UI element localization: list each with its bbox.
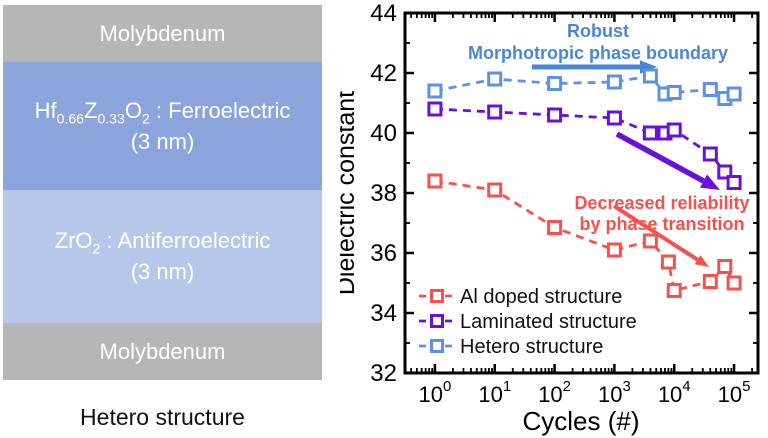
formula-text: Z bbox=[83, 97, 98, 123]
data-point-marker-1 bbox=[726, 175, 742, 190]
legend-marker-0 bbox=[430, 289, 444, 303]
reliability-arrow-shaft bbox=[612, 204, 699, 262]
annotation-robust-mpb-line1: Morphotropic phase boundary bbox=[468, 43, 728, 63]
formula-text: ZrO bbox=[54, 228, 93, 254]
data-point-marker-0 bbox=[702, 274, 718, 289]
x-tick-label: 102 bbox=[538, 378, 571, 407]
device-stack-diagram: Molybdenum Hf0.66Z0.33O2 : Ferroelectric… bbox=[3, 5, 322, 380]
data-point-marker-2 bbox=[606, 74, 622, 90]
layer-top-electrode: Molybdenum bbox=[3, 5, 322, 62]
x-tick-label: 104 bbox=[658, 378, 691, 407]
formula-text: : Ferroelectric bbox=[149, 97, 291, 123]
series-line-2 bbox=[434, 74, 735, 101]
phase-transition-arrow-shaft bbox=[615, 131, 705, 184]
data-point-marker-0 bbox=[717, 259, 733, 274]
data-point-marker-1 bbox=[606, 110, 622, 126]
data-point-marker-0 bbox=[547, 220, 563, 235]
y-tick-label: 36 bbox=[370, 240, 397, 267]
data-point-marker-2 bbox=[547, 76, 563, 91]
y-tick-label: 34 bbox=[370, 300, 397, 327]
x-tick-label: 101 bbox=[478, 378, 511, 407]
formula-subscript: 2 bbox=[92, 240, 101, 257]
layer-label-antiferroelectric-formula: ZrO2 : Antiferroelectric bbox=[55, 227, 271, 258]
formula-subscript: 2 bbox=[141, 110, 150, 127]
formula-subscript: 0.66 bbox=[56, 110, 84, 127]
formula-text: : Antiferroelectric bbox=[100, 228, 271, 254]
layer-thickness-antiferroelectric: (3 nm) bbox=[130, 259, 195, 285]
legend-marker-1 bbox=[430, 314, 444, 328]
y-tick-label: 38 bbox=[370, 180, 397, 207]
formula-text: Hf bbox=[34, 97, 57, 123]
data-point-marker-2 bbox=[666, 85, 682, 100]
x-tick-label: 105 bbox=[718, 378, 751, 407]
legend-label-1: Laminated structure bbox=[460, 311, 637, 333]
data-point-marker-1 bbox=[702, 146, 718, 162]
data-point-marker-0 bbox=[660, 254, 676, 270]
layer-label-ferroelectric-formula: Hf0.66Z0.33O2 : Ferroelectric bbox=[35, 97, 291, 128]
data-point-marker-0 bbox=[427, 173, 443, 189]
formula-text: O bbox=[124, 97, 142, 123]
y-tick-label: 44 bbox=[370, 0, 397, 27]
layer-bottom-electrode: Molybdenum bbox=[3, 323, 322, 380]
x-tick-label: 100 bbox=[419, 378, 452, 407]
data-point-marker-1 bbox=[666, 122, 682, 138]
reliability-arrow-head bbox=[694, 255, 709, 267]
data-point-marker-0 bbox=[606, 242, 622, 258]
diagram-caption: Hetero structure bbox=[80, 404, 245, 430]
annotation-decreased-reliability-line0: Decreased reliability bbox=[574, 193, 749, 213]
annotation-decreased-reliability-line1: by phase transition bbox=[579, 214, 744, 234]
data-point-marker-0 bbox=[666, 283, 682, 298]
y-axis-label: Dielectric constant bbox=[340, 91, 360, 295]
legend-label-2: Hetero structure bbox=[460, 336, 603, 358]
data-point-marker-1 bbox=[427, 101, 443, 117]
reliability-chart: 100 101 102 103 104 105 32 34 36 38 40 42 44 Cycles (… bbox=[340, 0, 760, 436]
data-point-marker-2 bbox=[702, 82, 718, 97]
data-point-marker-0 bbox=[487, 182, 503, 198]
x-tick-label: 103 bbox=[598, 378, 631, 407]
formula-subscript: 0.33 bbox=[97, 110, 125, 127]
layer-antiferroelectric: ZrO2 : Antiferroelectric (3 nm) bbox=[3, 190, 322, 323]
data-point-marker-2 bbox=[427, 83, 443, 99]
data-point-marker-1 bbox=[547, 107, 563, 123]
phase-transition-arrow-head bbox=[700, 174, 720, 190]
y-tick-label: 40 bbox=[370, 120, 397, 147]
annotation-robust-mpb-line0: Robust bbox=[567, 21, 629, 41]
data-point-marker-2 bbox=[642, 68, 658, 84]
legend-marker-2 bbox=[430, 339, 444, 353]
y-tick-label: 42 bbox=[370, 60, 397, 87]
layer-ferroelectric: Hf0.66Z0.33O2 : Ferroelectric (3 nm) bbox=[3, 62, 322, 190]
layer-label-molybdenum-top: Molybdenum bbox=[99, 20, 226, 46]
data-point-marker-0 bbox=[726, 275, 742, 291]
layer-thickness-ferroelectric: (3 nm) bbox=[130, 128, 195, 154]
data-point-marker-1 bbox=[487, 104, 503, 120]
y-tick-label: 32 bbox=[370, 360, 397, 387]
x-axis-label: Cycles (#) bbox=[522, 406, 639, 436]
data-point-marker-2 bbox=[726, 86, 742, 102]
data-point-marker-0 bbox=[642, 233, 658, 249]
data-point-marker-1 bbox=[642, 125, 658, 141]
data-point-marker-2 bbox=[487, 71, 503, 87]
layer-label-molybdenum-bottom: Molybdenum bbox=[99, 338, 226, 364]
legend-label-0: Al doped structure bbox=[460, 286, 622, 308]
